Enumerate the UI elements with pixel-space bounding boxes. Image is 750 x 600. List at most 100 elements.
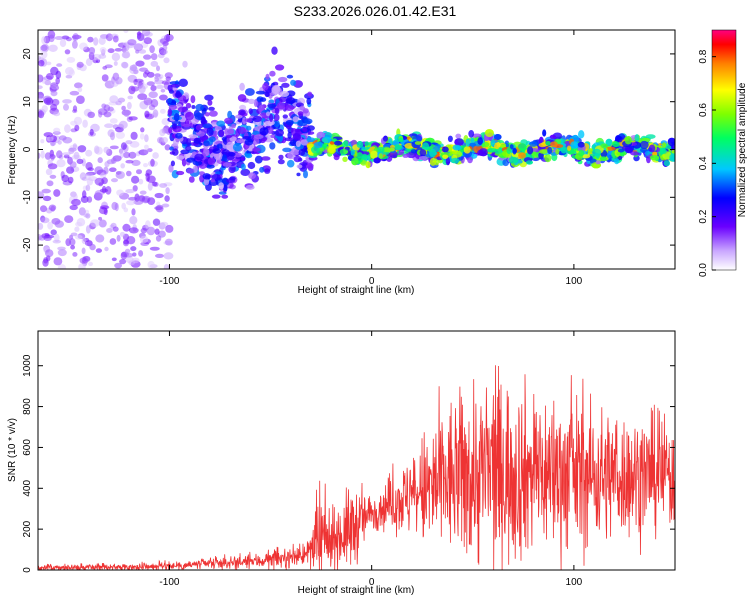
spectrogram-cell: [45, 249, 54, 258]
spectrogram-cell: [42, 195, 52, 202]
spectrogram-cell: [284, 137, 294, 142]
spectrogram-cell: [133, 43, 144, 52]
spectrogram-cell: [143, 54, 152, 60]
spectrogram-cell: [539, 149, 548, 154]
spectrogram-cell: [174, 92, 183, 98]
spectrogram-y-tick-label: 20: [22, 48, 33, 60]
spectrogram-cell: [84, 209, 90, 214]
spectrogram-cell: [93, 37, 99, 46]
spectrogram-cell: [161, 137, 168, 144]
spectrogram-cell: [176, 155, 185, 161]
spectrogram-cell: [155, 253, 164, 258]
spectrogram-cell: [634, 134, 640, 142]
spectrogram-cell: [213, 151, 223, 161]
spectrogram-cell: [131, 175, 140, 184]
spectrogram-cell: [313, 152, 318, 157]
spectrogram-cell: [150, 158, 155, 167]
spectrogram-cell: [43, 235, 52, 241]
spectrogram-cell: [131, 257, 140, 264]
snr-y-tick-label: 600: [22, 439, 33, 456]
spectrogram-cell: [159, 183, 168, 188]
spectrogram-cell: [260, 97, 267, 102]
spectrogram-cell: [61, 174, 69, 182]
spectrogram-cell: [261, 156, 271, 161]
spectrogram-cell: [649, 154, 660, 161]
spectrogram-cell: [40, 205, 47, 213]
spectrogram-cell: [111, 257, 117, 262]
spectrogram-cell: [131, 159, 141, 166]
spectrogram-cell: [50, 229, 57, 236]
spectrogram-cell: [447, 135, 453, 142]
spectrogram-cell: [605, 146, 616, 151]
spectrogram-cell: [109, 167, 117, 172]
spectrogram-cell: [429, 148, 437, 158]
snr-y-ticks: 0 200 400 600 800 1000: [22, 354, 675, 573]
snr-y-tick-label: 1000: [22, 354, 33, 377]
spectrogram-cell: [356, 152, 363, 159]
spectrogram-cell: [271, 85, 281, 95]
spectrogram-cell: [167, 108, 172, 117]
spectrogram-cell: [98, 219, 107, 228]
spectrogram-cell: [238, 126, 246, 134]
spectrogram-cell: [51, 85, 59, 90]
spectrogram-cell: [487, 148, 497, 153]
spectrogram-cell: [150, 99, 159, 108]
spectrogram-cell: [298, 149, 306, 156]
spectrogram-cell: [78, 263, 86, 269]
spectrogram-cell: [120, 142, 127, 150]
spectrogram-cell: [131, 208, 136, 216]
spectrogram-cell: [77, 87, 83, 93]
spectrogram-cell: [209, 110, 218, 117]
spectrogram-cell: [255, 90, 266, 95]
spectrogram-cell: [123, 30, 129, 34]
spectrogram-cell: [120, 61, 128, 68]
spectrogram-cell: [248, 172, 256, 180]
spectrogram-cell: [265, 111, 271, 117]
spectrogram-cell: [175, 132, 183, 139]
spectrogram-cell: [46, 73, 54, 80]
spectrogram-cell: [269, 142, 276, 150]
spectrogram-cell: [126, 200, 136, 206]
spectrogram-y-tick-label: -10: [22, 190, 33, 205]
spectrogram-cell: [246, 125, 252, 131]
spectrogram-cell: [121, 105, 126, 111]
spectrogram-cell: [342, 156, 348, 162]
spectrogram-cell: [69, 204, 78, 211]
spectrogram-cell: [169, 146, 174, 151]
spectrogram-cell: [208, 106, 215, 111]
spectrogram-cell: [72, 143, 77, 149]
spectrogram-cell: [147, 260, 155, 269]
spectrogram-cell: [64, 124, 71, 133]
spectrogram-cell: [644, 151, 651, 156]
spectrogram-cell: [155, 84, 165, 89]
spectrogram-cell: [38, 191, 45, 200]
spectrogram-cell: [164, 144, 171, 151]
spectrogram-cell: [160, 88, 166, 93]
spectrogram-cell: [223, 184, 228, 192]
spectrogram-cell: [85, 149, 93, 157]
spectrogram-cell: [231, 123, 236, 129]
spectrogram-cell: [143, 37, 152, 45]
spectrogram-cell: [57, 264, 67, 269]
colorbar-tick-label: 0.8: [698, 49, 709, 63]
spectrogram-cell: [128, 227, 139, 234]
spectrogram-cell: [410, 149, 418, 154]
spectrogram-cell: [229, 136, 237, 142]
spectrogram-cell: [191, 105, 196, 109]
spectrogram-cell: [38, 152, 41, 159]
spectrogram-cell: [141, 30, 151, 37]
spectrogram-cell: [467, 156, 473, 164]
spectrogram-cell: [102, 66, 108, 70]
spectrogram-cell: [350, 149, 355, 156]
spectrogram-cell: [176, 170, 185, 176]
spectrogram-cell: [128, 116, 138, 121]
spectrogram-cell: [127, 95, 133, 100]
spectrogram-cell: [624, 136, 633, 145]
spectrogram-cell: [146, 226, 156, 236]
spectrogram-cell: [120, 163, 125, 169]
spectrogram-cell: [429, 157, 437, 166]
spectrogram-cell: [85, 58, 93, 67]
spectrogram-cell: [62, 136, 73, 144]
spectrogram-cell: [282, 114, 288, 119]
